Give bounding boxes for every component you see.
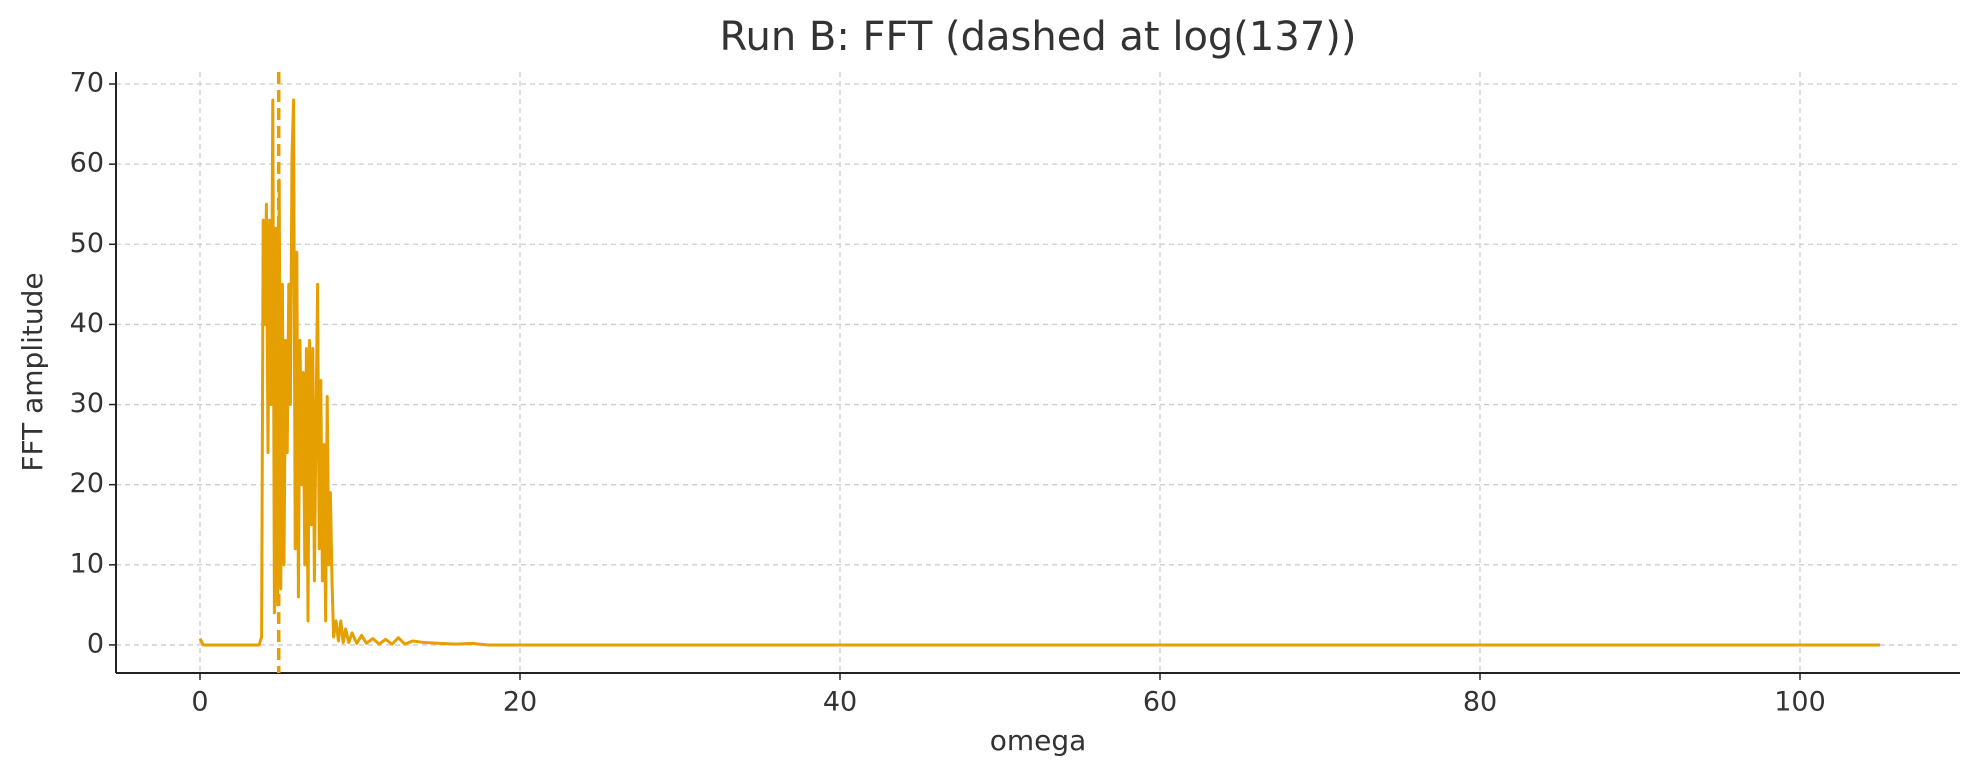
chart-title: Run B: FFT (dashed at log(137)) bbox=[720, 14, 1357, 60]
y-tick-label: 40 bbox=[70, 308, 104, 339]
y-tick-label: 60 bbox=[70, 148, 104, 179]
x-tick-label: 40 bbox=[823, 687, 857, 718]
y-tick-label: 30 bbox=[70, 388, 104, 419]
x-axis-label: omega bbox=[990, 724, 1087, 757]
y-tick-label: 70 bbox=[70, 68, 104, 99]
x-tick-label: 100 bbox=[1774, 687, 1826, 718]
y-tick-label: 10 bbox=[70, 548, 104, 579]
data-line bbox=[198, 98, 1880, 647]
x-tick-label: 60 bbox=[1143, 687, 1177, 718]
y-tick-label: 20 bbox=[70, 468, 104, 499]
x-tick-label: 0 bbox=[191, 687, 208, 718]
x-tick-label: 80 bbox=[1463, 687, 1497, 718]
y-axis-label: FFT amplitude bbox=[16, 272, 49, 471]
y-tick-label: 50 bbox=[70, 228, 104, 259]
x-tick-label: 20 bbox=[503, 687, 537, 718]
y-tick-label: 0 bbox=[87, 628, 104, 659]
